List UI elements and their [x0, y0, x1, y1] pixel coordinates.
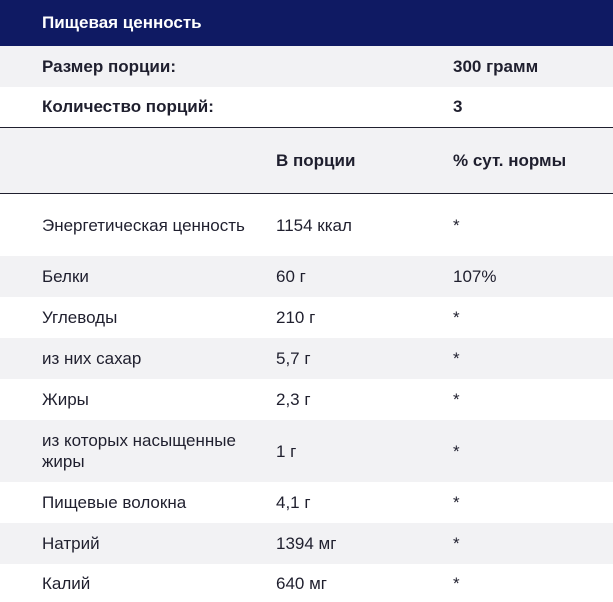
- nutrient-name: Натрий: [42, 534, 100, 553]
- nutrient-per-serving: 1154 ккал: [276, 215, 352, 235]
- nutrient-name: Белки: [42, 267, 89, 286]
- table-row: Углеводы 210 г *: [0, 297, 613, 338]
- table-row: Натрий 1394 мг *: [0, 523, 613, 564]
- nutrient-daily-value: *: [453, 493, 460, 512]
- table-row: Пищевые волокна 4,1 г *: [0, 482, 613, 523]
- nutrient-daily-value: *: [453, 390, 460, 409]
- serving-size-label: Размер порции:: [42, 56, 176, 76]
- nutrient-name: Калий: [42, 574, 91, 593]
- nutrient-daily-value: 107%: [453, 267, 497, 286]
- nutrient-name: Пищевые волокна: [42, 493, 187, 512]
- table-row: из них сахар 5,7 г *: [0, 338, 613, 379]
- servings-count-value: 3: [453, 97, 463, 116]
- servings-count-row: Количество порций: 3: [0, 87, 613, 128]
- nutrient-name: Энергетическая ценность: [42, 215, 245, 235]
- nutrient-per-serving: 60 г: [276, 267, 306, 286]
- nutrient-per-serving: 1394 мг: [276, 534, 337, 553]
- nutrient-daily-value: *: [453, 308, 460, 327]
- nutrient-name: Жиры: [42, 390, 89, 409]
- nutrient-per-serving: 5,7 г: [276, 349, 311, 368]
- serving-size-value: 300 грамм: [453, 56, 539, 76]
- column-header-per-serving: В порции: [276, 150, 356, 170]
- nutrient-per-serving: 4,1 г: [276, 493, 311, 512]
- column-header-row: В порции % сут. нормы: [0, 128, 613, 194]
- nutrient-per-serving: 210 г: [276, 308, 316, 327]
- nutrient-daily-value: *: [453, 349, 460, 368]
- nutrient-per-serving: 1 г: [276, 441, 297, 461]
- nutrient-name: из которых насыщенные жиры: [42, 431, 236, 471]
- nutrient-per-serving: 2,3 г: [276, 390, 311, 409]
- servings-count-label: Количество порций:: [42, 97, 214, 116]
- nutrient-per-serving: 640 мг: [276, 574, 327, 593]
- table-row: Калий 640 мг *: [0, 564, 613, 602]
- serving-size-row: Размер порции: 300 грамм: [0, 46, 613, 87]
- table-row: из которых насыщенные жиры 1 г *: [0, 420, 613, 482]
- table-row: Белки 60 г 107%: [0, 256, 613, 297]
- table-title: Пищевая ценность: [0, 0, 613, 46]
- nutrient-daily-value: *: [453, 441, 460, 461]
- nutrient-daily-value: *: [453, 574, 460, 593]
- table-row: Энергетическая ценность 1154 ккал *: [0, 194, 613, 256]
- nutrient-name: Углеводы: [42, 308, 118, 327]
- nutrient-daily-value: *: [453, 215, 460, 235]
- table-row: Жиры 2,3 г *: [0, 379, 613, 420]
- column-header-daily-value: % сут. нормы: [453, 150, 567, 170]
- nutrient-daily-value: *: [453, 534, 460, 553]
- nutrient-name: из них сахар: [42, 349, 142, 368]
